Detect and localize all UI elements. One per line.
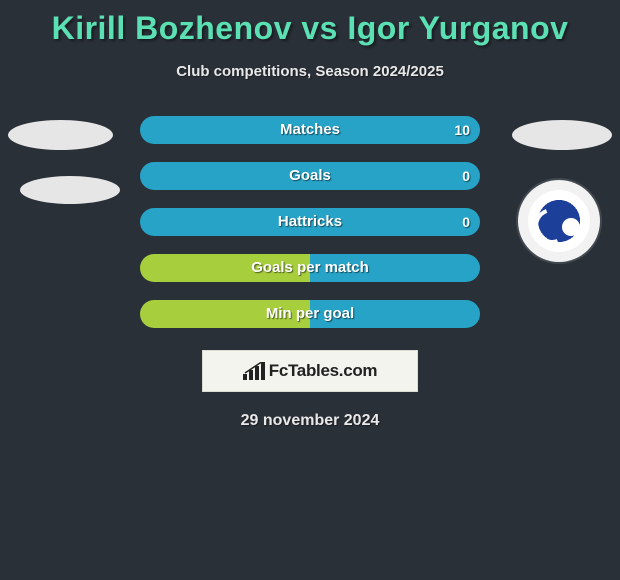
bars-icon: [243, 362, 265, 380]
branding-box[interactable]: FcTables.com: [202, 350, 418, 392]
club-badge: [518, 180, 600, 262]
page-subtitle: Club competitions, Season 2024/2025: [0, 63, 620, 80]
stat-row-min-per-goal: Min per goal: [140, 300, 480, 328]
stat-row-hattricks: Hattricks 0: [140, 208, 480, 236]
stat-label: Goals per match: [140, 254, 480, 282]
stat-label: Goals: [140, 162, 480, 190]
player-right-badge-1: [512, 120, 612, 150]
stat-value-right: 0: [462, 208, 470, 236]
stat-value-right: 0: [462, 162, 470, 190]
stat-label: Min per goal: [140, 300, 480, 328]
stat-row-goals-per-match: Goals per match: [140, 254, 480, 282]
stat-row-goals: Goals 0: [140, 162, 480, 190]
stat-label: Matches: [140, 116, 480, 144]
club-badge-inner: [528, 190, 590, 252]
stat-row-matches: Matches 10: [140, 116, 480, 144]
stat-value-right: 10: [454, 116, 470, 144]
stats-container: Matches 10 Goals 0 Hattricks 0 Goals per…: [140, 116, 480, 328]
branding-label: FcTables.com: [269, 361, 378, 381]
club-badge-ball-icon: [562, 218, 580, 236]
page-title: Kirill Bozhenov vs Igor Yurganov: [0, 0, 620, 47]
player-left-badge-2: [20, 176, 120, 204]
player-left-badge-1: [8, 120, 113, 150]
date-line: 29 november 2024: [0, 412, 620, 430]
stat-label: Hattricks: [140, 208, 480, 236]
